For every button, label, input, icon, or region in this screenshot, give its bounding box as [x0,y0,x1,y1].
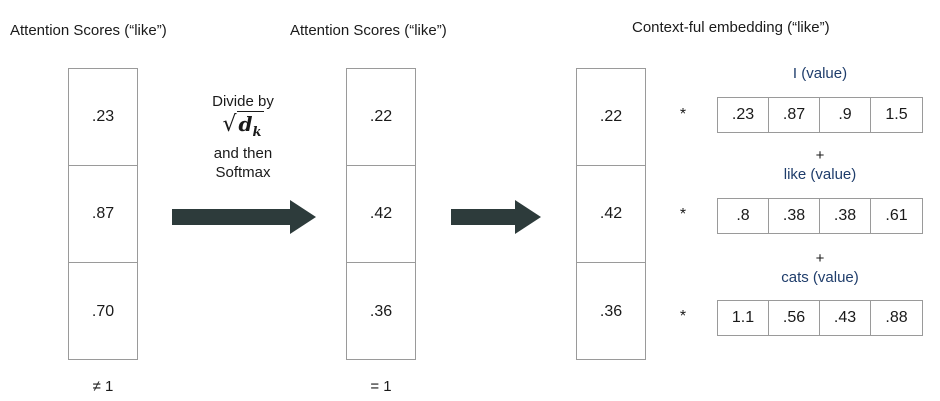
raw-score-column: .23 .87 .70 [68,68,138,360]
right-title: Context-ful embedding (“like”) [632,19,830,36]
step-line-softmax: Softmax [215,164,271,181]
value-vector-cats: 1.1 .56 .43 .88 [717,300,923,336]
left-title: Attention Scores (“like”) [10,22,167,39]
value-vector-like: .8 .38 .38 .61 [717,198,923,234]
weight-cell: .36 [599,302,623,320]
value-cell: .43 [820,301,871,335]
value-label-i: I (value) [792,65,848,82]
sqrt-dk-formula: √ dk [222,111,264,140]
value-label-cats: cats (value) [781,269,859,286]
weight-cell: .42 [577,166,645,263]
softmax-score-column: .22 .42 .36 [346,68,416,360]
value-cell: .38 [820,199,871,233]
softmax-score-cell: .36 [369,302,393,320]
value-cell: .61 [885,207,908,224]
weight-cell: .22 [577,69,645,166]
softmax-arrow [172,200,316,234]
value-cell: .56 [769,301,820,335]
softmax-score-cell: .22 [347,69,415,166]
raw-score-sum-note: ≠ 1 [92,378,114,395]
weight-column: .22 .42 .36 [576,68,646,360]
arrow-shape [172,200,316,234]
multiply-symbol: * [679,308,687,325]
value-cell: .87 [769,98,820,132]
plus-symbol: + [815,147,825,164]
arrow-shape [451,200,541,234]
value-cell: 1.5 [885,106,908,123]
value-label-like: like (value) [783,166,857,183]
raw-score-cell: .23 [69,69,137,166]
sqrt-symbol: d [238,112,253,136]
value-cell: .8 [718,199,769,233]
value-vector-i: .23 .87 .9 1.5 [717,97,923,133]
multiply-symbol: * [679,206,687,223]
value-cell: .88 [885,309,908,326]
softmax-sum-note: = 1 [370,378,392,395]
step-description: Divide by √ dk and then Softmax [163,92,323,182]
raw-score-cell: .70 [91,302,115,320]
multiply-symbol: * [679,106,687,123]
step-line-divide: Divide by [212,93,274,110]
middle-title: Attention Scores (“like”) [290,22,447,39]
softmax-score-cell: .42 [347,166,415,263]
value-cell: .9 [820,98,871,132]
step-line-and-then: and then [213,145,273,162]
value-cell: .23 [718,98,769,132]
value-cell: 1.1 [718,301,769,335]
weighting-arrow [451,200,541,234]
raw-score-cell: .87 [69,166,137,263]
sqrt-subscript: k [252,125,262,140]
value-cell: .38 [769,199,820,233]
plus-symbol: + [815,250,825,267]
